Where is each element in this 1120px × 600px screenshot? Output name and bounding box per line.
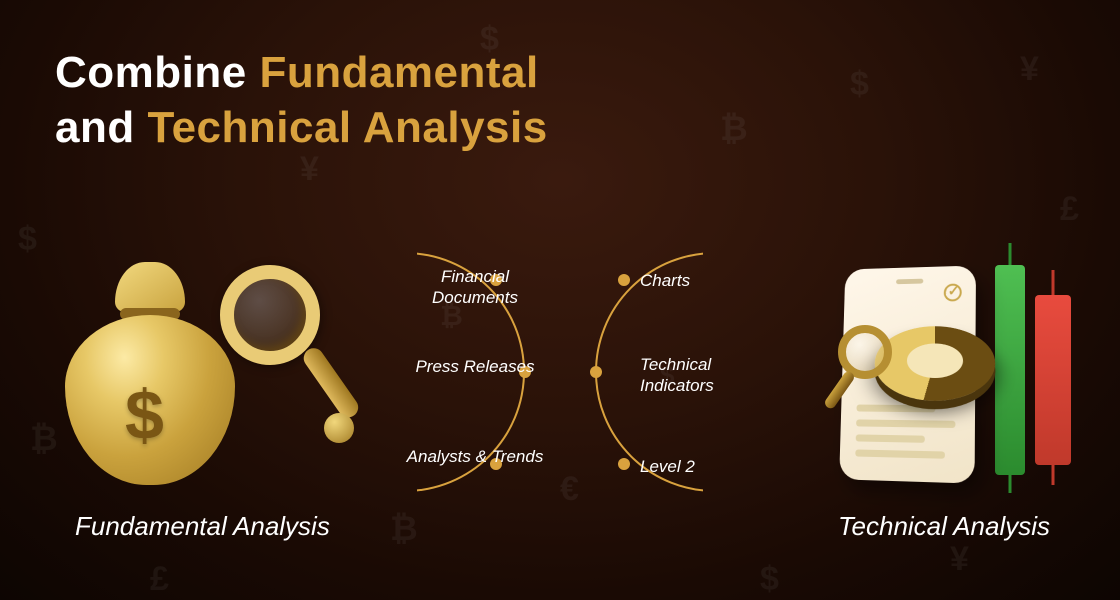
bullet-item: Technical Indicators	[640, 354, 760, 397]
title-plain-2: and	[55, 103, 147, 152]
bullet-item: Financial Documents	[405, 266, 545, 309]
bullet-item: Charts	[640, 270, 760, 291]
bullet-item: Analysts & Trends	[405, 446, 545, 467]
infographic-content: $ Financial Documents Press Releases Ana…	[0, 240, 1120, 580]
bullet-dot	[618, 458, 630, 470]
candlestick-green-icon	[995, 265, 1025, 475]
bullet-dot	[618, 274, 630, 286]
check-icon	[944, 283, 962, 301]
small-magnifier-icon	[838, 325, 898, 385]
page-title: Combine Fundamental and Technical Analys…	[55, 45, 548, 155]
money-bag: $	[65, 280, 235, 480]
right-caption: Technical Analysis	[838, 511, 1050, 542]
bullet-item: Press Releases	[405, 356, 545, 377]
magnifier-icon	[220, 265, 330, 375]
title-plain-1: Combine	[55, 48, 259, 97]
dollar-sign-icon: $	[125, 375, 164, 455]
title-accent-2: Technical Analysis	[147, 103, 547, 152]
technical-chart-icon	[800, 240, 1080, 500]
candlestick-red-icon	[1035, 295, 1071, 465]
bullet-dot	[590, 366, 602, 378]
money-bag-icon: $	[55, 240, 315, 500]
left-caption: Fundamental Analysis	[75, 511, 330, 542]
title-accent-1: Fundamental	[259, 48, 538, 97]
bullet-item: Level 2	[640, 456, 760, 477]
